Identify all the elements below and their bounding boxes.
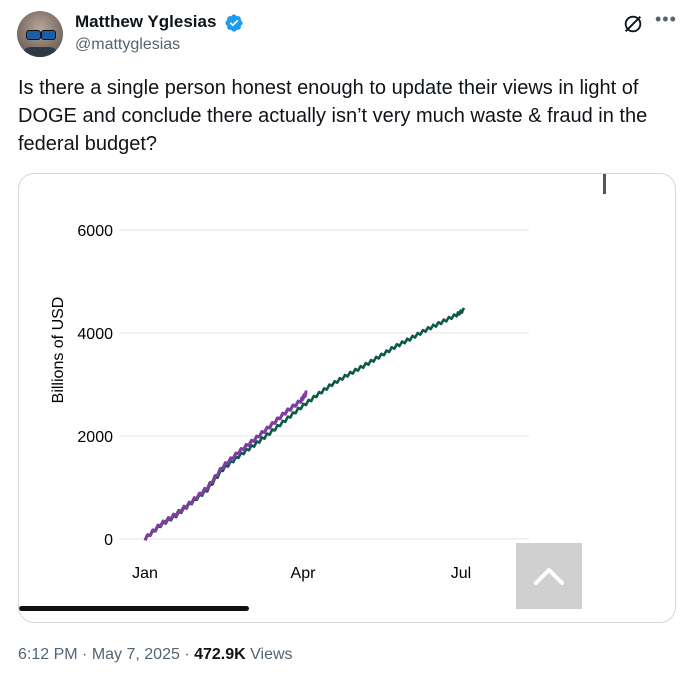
x-tick-label: Jan bbox=[132, 565, 158, 582]
author-handle[interactable]: @mattyglesias bbox=[75, 36, 181, 53]
more-options-icon[interactable]: ••• bbox=[655, 9, 677, 29]
views-label: Views bbox=[245, 646, 293, 663]
view-count: 472.9K bbox=[194, 646, 246, 663]
glasses-graphic bbox=[41, 30, 56, 40]
chevron-up-icon bbox=[534, 568, 564, 585]
y-tick-label: 0 bbox=[104, 532, 113, 549]
y-tick-label: 6000 bbox=[77, 223, 113, 240]
chart-y-ticks: 0 2000 4000 6000 bbox=[77, 223, 113, 549]
y-tick-label: 2000 bbox=[77, 429, 113, 446]
chart-y-axis-label: Billions of USD bbox=[50, 297, 67, 404]
chart-x-ticks: Jan Apr Jul bbox=[132, 565, 471, 582]
series-line-0 bbox=[143, 307, 466, 541]
cumulative-spending-chart: 0 2000 4000 6000 Jan Apr Jul Billions of USD bbox=[50, 223, 529, 582]
vertical-scroll-thumb[interactable] bbox=[603, 174, 606, 194]
verified-badge-icon bbox=[225, 14, 243, 32]
shirt-graphic bbox=[21, 47, 59, 57]
tweet-text: Is there a single person honest enough t… bbox=[18, 77, 648, 155]
tweet-meta: 6:12 PM · May 7, 2025 · 472.9K Views bbox=[18, 646, 293, 664]
x-tick-label: Apr bbox=[291, 565, 317, 582]
media-card[interactable]: 0 2000 4000 6000 Jan Apr Jul Billions of USD bbox=[18, 173, 676, 623]
glasses-graphic bbox=[26, 30, 41, 40]
author-display-name[interactable]: Matthew Yglesias bbox=[75, 12, 217, 31]
grok-icon[interactable] bbox=[622, 13, 644, 35]
chart-gridlines bbox=[119, 229, 529, 540]
series-line-1 bbox=[143, 390, 308, 541]
horizontal-scroll-thumb[interactable] bbox=[19, 606, 249, 611]
avatar[interactable] bbox=[17, 11, 63, 57]
tweet-time[interactable]: 6:12 PM bbox=[18, 646, 78, 663]
y-tick-label: 4000 bbox=[77, 326, 113, 343]
scroll-to-top-button[interactable] bbox=[516, 543, 582, 609]
meta-separator: · bbox=[179, 646, 195, 663]
chart-series bbox=[143, 307, 466, 541]
x-tick-label: Jul bbox=[451, 565, 471, 582]
meta-separator: · bbox=[77, 646, 92, 663]
tweet-date[interactable]: May 7, 2025 bbox=[91, 646, 180, 663]
